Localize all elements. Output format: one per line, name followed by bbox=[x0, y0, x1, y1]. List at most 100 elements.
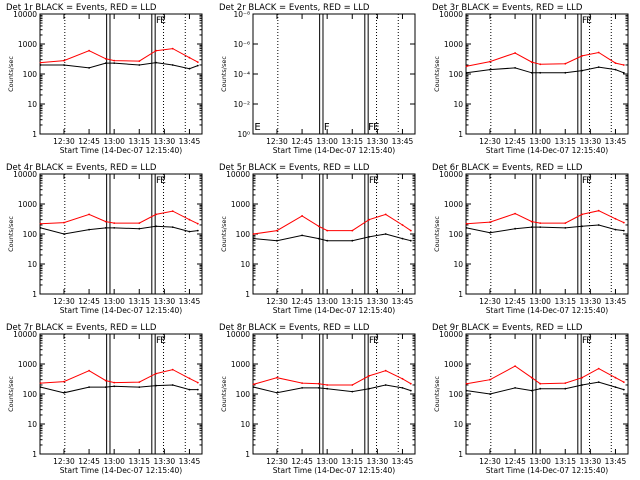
data-point bbox=[597, 224, 600, 226]
data-point bbox=[351, 229, 354, 232]
data-point bbox=[351, 384, 354, 386]
y-tick-label: 10000 bbox=[226, 330, 250, 339]
series-events bbox=[465, 381, 625, 395]
panel-det-7r: Det 7r BLACK = Events, RED = LLD 1 10 100 10… bbox=[6, 323, 203, 475]
series-lld bbox=[465, 365, 625, 385]
data-point bbox=[276, 229, 278, 232]
x-tick-label: 12:45 bbox=[291, 297, 313, 306]
data-point bbox=[113, 385, 116, 388]
data-point bbox=[326, 387, 329, 390]
data-point bbox=[564, 227, 567, 229]
x-tick-label: 13:15 bbox=[341, 297, 363, 306]
series-events bbox=[465, 66, 625, 74]
x-tick-label: 13:00 bbox=[103, 457, 125, 466]
x-tick-label: 12:30 bbox=[479, 457, 501, 466]
data-point bbox=[351, 239, 354, 242]
panel-det-5r: Det 5r BLACK = Events, RED = LLD 1 10 100 10… bbox=[219, 163, 416, 315]
plot-frame bbox=[39, 13, 203, 135]
y-tick-label: 1 bbox=[458, 290, 463, 299]
plot-frame bbox=[39, 333, 203, 455]
y-tick-label: 100 bbox=[236, 390, 251, 399]
data-point bbox=[155, 372, 157, 375]
y-tick-label: 100 bbox=[449, 70, 464, 79]
y-tick-label: 10⁻⁴ bbox=[233, 70, 250, 79]
flag-marker: E bbox=[586, 16, 592, 26]
data-point bbox=[514, 227, 516, 230]
panel-title: Det 2r BLACK = Events, RED = LLD bbox=[219, 3, 370, 13]
data-point bbox=[514, 365, 516, 367]
data-point bbox=[351, 390, 354, 393]
data-point bbox=[88, 369, 90, 372]
data-point bbox=[39, 222, 42, 225]
x-tick-label: 13:45 bbox=[392, 137, 414, 146]
data-point bbox=[63, 64, 65, 66]
y-tick-label: 1 bbox=[32, 450, 37, 459]
y-axis-label: Counts/sec bbox=[7, 56, 15, 92]
data-point bbox=[581, 384, 583, 386]
x-tick-label: 13:45 bbox=[605, 457, 627, 466]
x-tick-label: 13:00 bbox=[529, 297, 551, 306]
data-point bbox=[63, 233, 65, 235]
y-tick-label: 10000 bbox=[13, 170, 37, 179]
x-axis-label: Start Time (14-Dec-07 12:15:40) bbox=[486, 146, 608, 155]
data-point bbox=[614, 376, 617, 379]
data-point bbox=[188, 230, 191, 233]
data-point bbox=[622, 64, 625, 66]
data-point bbox=[113, 227, 116, 229]
data-point bbox=[188, 388, 191, 391]
data-point bbox=[88, 67, 90, 69]
y-axis-label: Counts/sec bbox=[7, 376, 15, 412]
data-point bbox=[276, 239, 278, 242]
data-point bbox=[514, 212, 516, 215]
x-tick-label: 12:30 bbox=[266, 137, 288, 146]
series-lld bbox=[39, 368, 199, 384]
x-tick-label: 12:45 bbox=[78, 457, 100, 466]
panel-title: Det 8r BLACK = Events, RED = LLD bbox=[219, 323, 370, 333]
y-tick-label: 1000 bbox=[444, 40, 463, 49]
x-tick-label: 13:30 bbox=[580, 457, 602, 466]
data-point bbox=[368, 218, 370, 221]
data-point bbox=[489, 60, 491, 63]
x-tick-label: 13:15 bbox=[554, 297, 576, 306]
plot-frame bbox=[465, 13, 629, 135]
data-point bbox=[368, 375, 370, 377]
data-point bbox=[188, 218, 191, 221]
flag-marker: E bbox=[160, 176, 166, 186]
x-tick-label: 13:00 bbox=[316, 457, 338, 466]
y-tick-label: 1 bbox=[458, 130, 463, 139]
data-point bbox=[564, 62, 567, 65]
series-line-lld bbox=[253, 213, 412, 235]
data-point bbox=[514, 387, 516, 389]
data-point bbox=[530, 61, 533, 63]
x-tick-label: 12:45 bbox=[504, 297, 526, 306]
data-point bbox=[196, 229, 199, 232]
y-tick-label: 1000 bbox=[444, 200, 463, 209]
data-point bbox=[301, 234, 303, 237]
data-point bbox=[138, 386, 141, 388]
x-tick-label: 12:45 bbox=[504, 137, 526, 146]
data-point bbox=[113, 222, 116, 224]
panel-det-1r: Det 1r BLACK = Events, RED = LLD 1 10 100 10… bbox=[6, 3, 203, 155]
data-point bbox=[614, 386, 617, 388]
data-point bbox=[622, 229, 625, 232]
series-lld bbox=[465, 51, 625, 68]
y-tick-label: 1000 bbox=[231, 360, 250, 369]
data-point bbox=[104, 220, 107, 223]
series-line-lld bbox=[466, 365, 625, 385]
flag-marker: F bbox=[368, 122, 374, 133]
data-point bbox=[317, 387, 320, 389]
flag-marker: F bbox=[369, 336, 374, 346]
plot-frame bbox=[465, 173, 629, 295]
x-tick-label: 13:00 bbox=[316, 137, 338, 146]
data-point bbox=[171, 384, 174, 386]
data-point bbox=[301, 382, 303, 384]
series-line-events bbox=[40, 62, 198, 70]
data-point bbox=[489, 68, 491, 71]
y-tick-label: 10 bbox=[27, 260, 37, 269]
data-point bbox=[622, 221, 625, 224]
data-point bbox=[88, 213, 90, 216]
series-line-events bbox=[40, 225, 198, 235]
data-point bbox=[409, 229, 412, 232]
data-point bbox=[138, 60, 141, 62]
